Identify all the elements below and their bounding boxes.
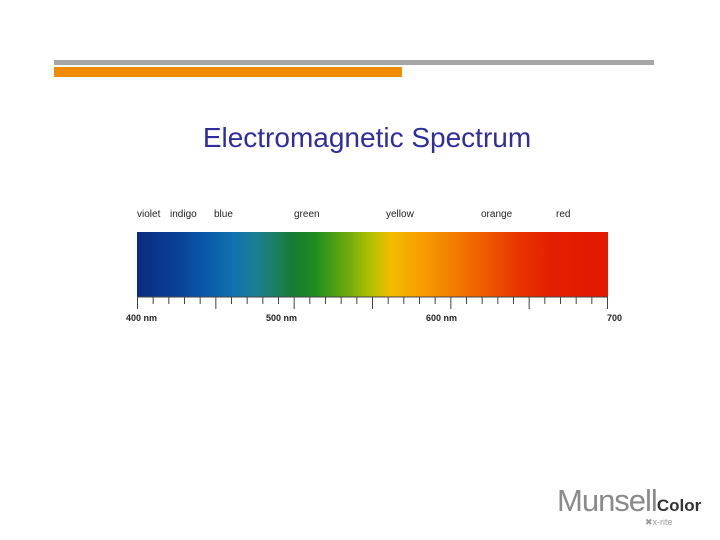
label-green: green	[294, 209, 320, 220]
wavelength-label-700: 700	[607, 313, 623, 323]
label-violet: violet	[137, 209, 161, 220]
logo-maker: x-rite	[652, 517, 673, 527]
label-indigo: indigo	[170, 209, 197, 220]
xrite-logo: ✖x-rite	[645, 517, 673, 528]
wavelength-label-400: 400 nm	[126, 313, 158, 323]
wavelength-label-500: 500 nm	[266, 313, 298, 323]
logo-brand: Munsell	[557, 483, 658, 518]
scale-ticks	[137, 297, 608, 309]
xrite-icon: ✖	[645, 517, 653, 527]
wavelength-label-600: 600 nm	[426, 313, 458, 323]
label-blue: blue	[214, 209, 233, 220]
header-rule-gray	[54, 60, 654, 65]
slide-title: Electromagnetic Spectrum	[202, 122, 532, 153]
logo-suffix: Color	[656, 496, 702, 515]
label-yellow: yellow	[386, 209, 414, 220]
wavelength-scale	[137, 296, 608, 309]
spectrum-gradient	[137, 232, 608, 297]
label-orange: orange	[481, 209, 513, 220]
header-rule-orange	[54, 67, 402, 77]
munsell-logo: MunsellColor	[557, 483, 701, 519]
label-red: red	[556, 209, 571, 220]
